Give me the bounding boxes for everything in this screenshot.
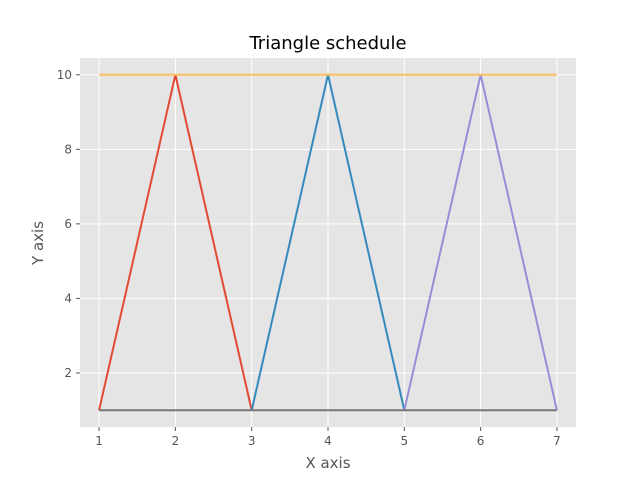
x-tick-label: 2: [172, 434, 180, 448]
x-tick-label: 7: [553, 434, 561, 448]
y-tick-label: 6: [64, 217, 72, 231]
x-tick-label: 1: [95, 434, 103, 448]
y-tick-label: 8: [64, 142, 72, 156]
y-axis-label: Y axis: [29, 221, 47, 266]
x-tick-label: 6: [477, 434, 485, 448]
y-tick-label: 10: [57, 68, 72, 82]
x-tick-label: 3: [248, 434, 256, 448]
x-axis-label: X axis: [305, 454, 350, 472]
chart-title: Triangle schedule: [248, 33, 406, 54]
y-tick-label: 2: [64, 366, 72, 380]
grid-lines: [80, 58, 576, 427]
x-tick-label: 4: [324, 434, 332, 448]
series-lines: [98, 73, 558, 412]
y-tick-label: 4: [64, 291, 72, 305]
y-axis-ticks: 2 4 6 8 10: [57, 68, 80, 380]
x-axis-ticks: 1 2 3 4 5 6 7: [95, 427, 561, 448]
x-tick-label: 5: [400, 434, 408, 448]
